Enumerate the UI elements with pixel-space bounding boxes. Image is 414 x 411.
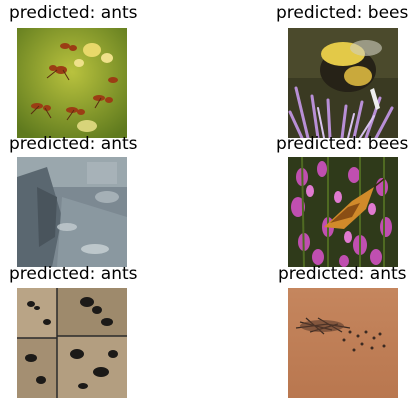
panel-title: predicted: ants [9,264,138,284]
butterfly-on-purple-flowers-photo [288,157,398,267]
panel-title: predicted: bees [276,134,409,154]
panel-title: predicted: ants [9,134,138,154]
panel-title: predicted: bees [276,3,409,23]
panel-title: predicted: ants [9,3,138,23]
bumblebee-on-thistle-photo [288,28,398,138]
ants-on-sand-photo [288,288,398,398]
ants-on-leaf-photo [17,28,127,138]
ants-collage-photo [17,288,127,398]
panel-title: predicted: ants [278,264,407,284]
wet-surface-photo [17,157,127,267]
